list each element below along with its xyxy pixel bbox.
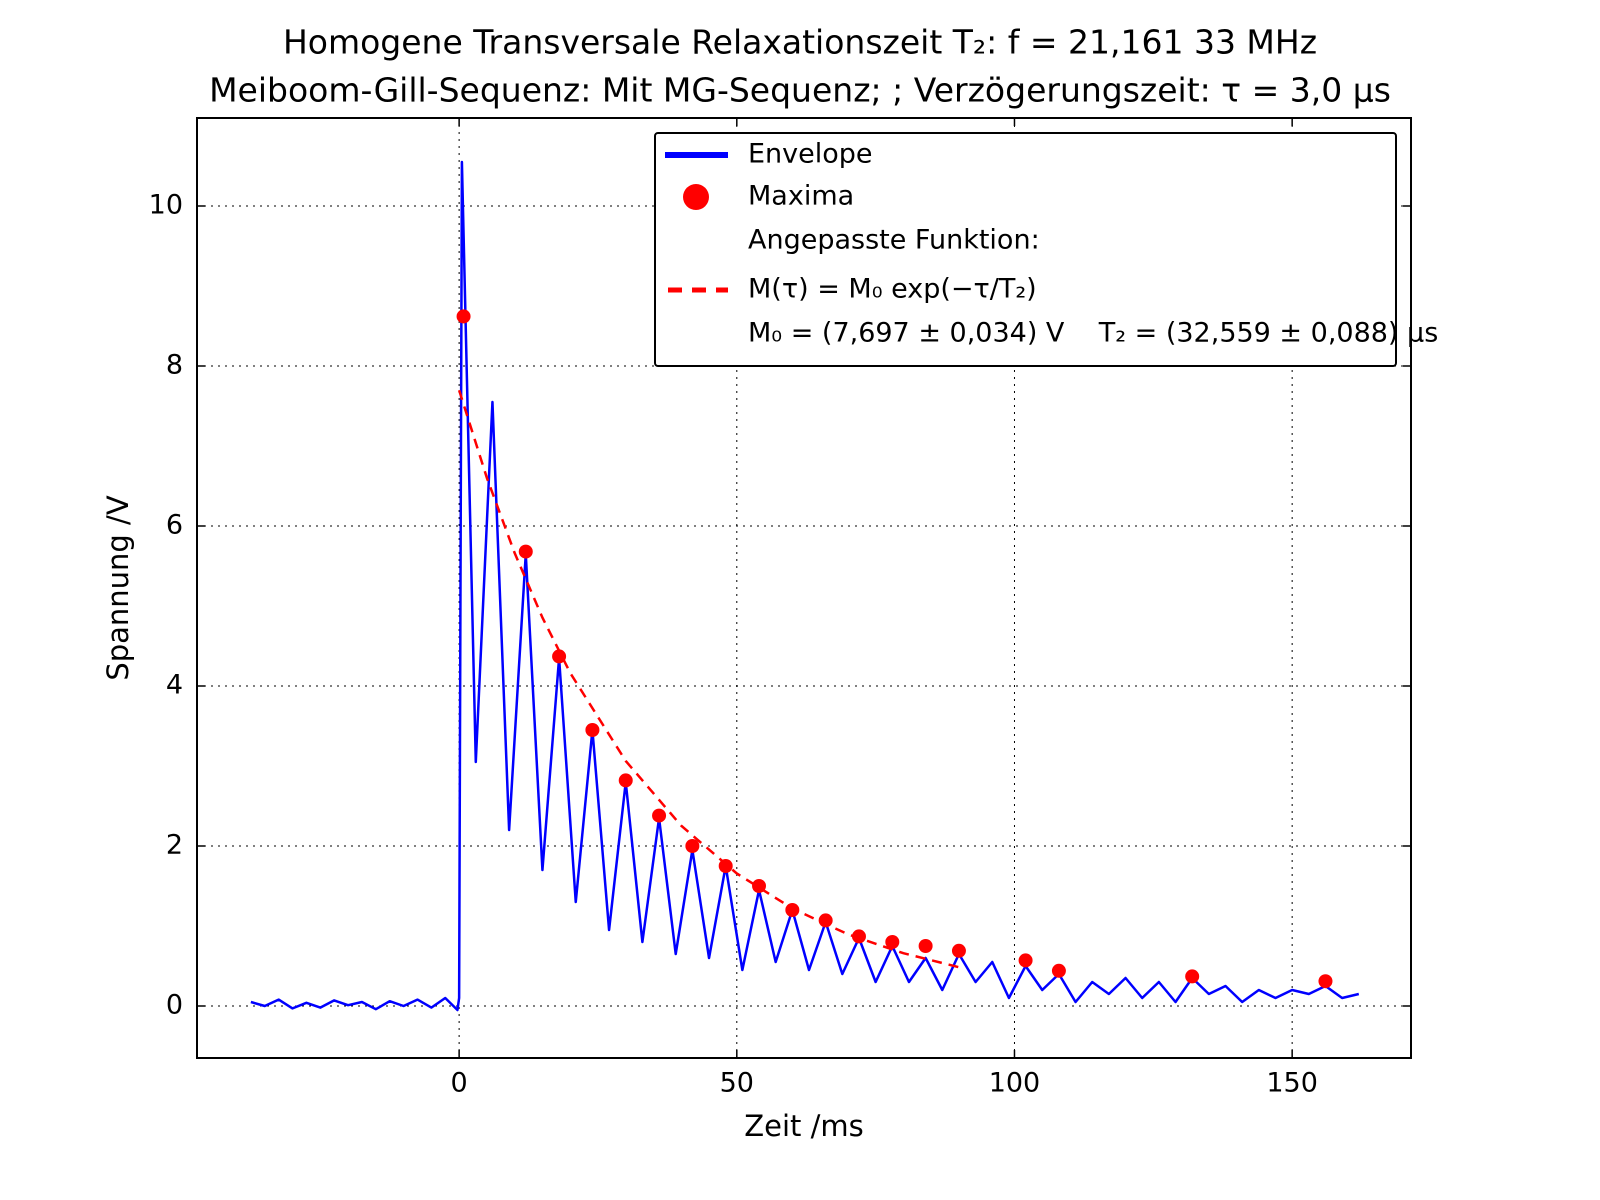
maximum-point	[818, 913, 833, 928]
maximum-point	[1318, 974, 1333, 989]
maximum-point	[951, 943, 966, 958]
fit-line	[457, 389, 960, 969]
y-axis-label: Spannung /V	[101, 495, 135, 681]
maximum-point	[1051, 963, 1066, 978]
maximum-point	[1185, 969, 1200, 984]
legend-label: Maxima	[748, 181, 854, 212]
maximum-point	[552, 649, 567, 664]
maximum-point	[685, 839, 700, 853]
y-tick-label: 2	[166, 830, 183, 861]
y-tick-label: 6	[166, 510, 183, 541]
maximum-point	[851, 929, 866, 944]
chart-title: Homogene Transversale Relaxationszeit T₂…	[283, 23, 1317, 62]
maximum-point	[885, 935, 900, 949]
maximum-point	[718, 859, 733, 873]
y-tick-label: 8	[166, 350, 183, 381]
maximum-point	[918, 939, 933, 953]
x-axis-label: Zeit /ms	[744, 1109, 863, 1143]
x-tick-label: 50	[720, 1068, 754, 1099]
x-tick-label: 100	[989, 1068, 1041, 1099]
maximum-point	[652, 808, 667, 823]
plot-frame	[196, 117, 1412, 1059]
y-tick-label: 0	[166, 990, 183, 1021]
legend-label: M(τ) = M₀ exp(−τ/T₂)	[748, 274, 1037, 305]
maximum-point	[518, 544, 533, 559]
x-tick-label: 0	[451, 1068, 468, 1099]
y-tick-label: 10	[149, 190, 183, 221]
x-tick-label: 150	[1266, 1068, 1318, 1099]
maximum-point	[456, 309, 471, 324]
maximum-point	[585, 723, 600, 737]
envelope-line	[250, 160, 1360, 1012]
chart-subtitle: Meiboom-Gill-Sequenz: Mit MG-Sequenz; ; …	[209, 71, 1391, 110]
legend-handle	[683, 184, 709, 210]
y-tick-label: 4	[166, 670, 183, 701]
legend-box	[654, 132, 1397, 367]
legend-label: Envelope	[748, 139, 873, 170]
maximum-point	[1018, 953, 1033, 968]
legend-fit-parameters: M₀ = (7,697 ± 0,034) V T₂ = (32,559 ± 0,…	[748, 318, 1438, 349]
maximum-point	[752, 879, 767, 893]
maximum-point	[785, 903, 800, 917]
maximum-point	[618, 773, 633, 788]
legend-fit-label: Angepasste Funktion:	[748, 225, 1040, 256]
